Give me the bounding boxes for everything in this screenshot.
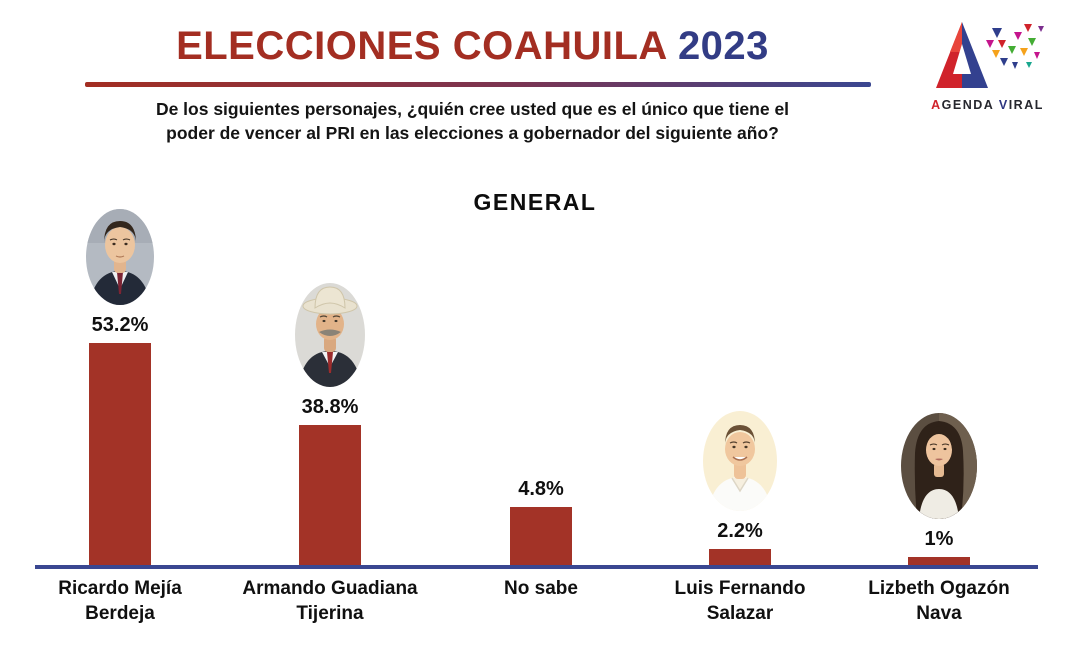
wordmark-genda: GENDA <box>941 98 994 112</box>
bar-ricardo-mejia <box>89 343 151 565</box>
category-label-luis-fernando: Luis Fernando Salazar <box>674 578 806 624</box>
chart-column-no-sabe: 4.8% <box>436 469 646 565</box>
category-label-no-sabe: No sabe <box>504 578 578 599</box>
candidate-photo-lizbeth-ogazon-nava <box>901 413 977 519</box>
survey-question: De los siguientes personajes, ¿quién cre… <box>0 97 945 145</box>
value-label: 53.2% <box>91 314 149 336</box>
value-label: 1% <box>924 528 954 550</box>
chart-column-lizbeth-ogazon: 1% <box>834 413 1044 565</box>
agenda-viral-logo: AGENDA VIRAL <box>925 18 1050 112</box>
chart-column-ricardo-mejia: 53.2% <box>15 209 225 565</box>
category-label-ricardo-mejia: Ricardo Mejía Berdeja <box>58 578 182 624</box>
bar-armando-guadiana <box>299 425 361 565</box>
agenda-viral-monogram-icon <box>935 22 1044 88</box>
title-year: 2023 <box>677 24 769 68</box>
bar-luis-fernando <box>709 549 771 565</box>
chart-title: GENERAL <box>473 189 597 215</box>
page-title: ELECCIONES COAHUILA 2023 <box>0 24 945 69</box>
value-label: 4.8% <box>518 478 564 500</box>
chart-column-luis-fernando: 2.2% <box>635 411 845 565</box>
value-label: 2.2% <box>717 520 763 542</box>
wordmark-v: V <box>998 98 1009 112</box>
survey-question-line1: De los siguientes personajes, ¿quién cre… <box>155 99 790 119</box>
title-elecciones-coahuila: ELECCIONES COAHUILA <box>176 24 678 68</box>
title-divider-gradient <box>85 82 871 87</box>
candidate-photo-armando-guadiana-tijerina <box>295 283 365 387</box>
axis-baseline <box>35 565 1038 569</box>
candidate-photo-luis-fernando-salazar <box>703 411 777 511</box>
chart-column-armando-guadiana: 38.8% <box>225 283 435 565</box>
category-label-armando-guadiana: Armando Guadiana Tijerina <box>242 578 418 624</box>
value-label: 38.8% <box>301 396 359 418</box>
wordmark-iral: IRAL <box>1008 98 1044 112</box>
category-label-lizbeth-ogazon: Lizbeth Ogazón Nava <box>868 578 1010 624</box>
wordmark-a: A <box>931 98 942 112</box>
survey-question-line2: poder de vencer al PRI en las elecciones… <box>166 123 779 144</box>
bar-no-sabe <box>510 507 572 565</box>
candidate-photo-ricardo-mejia-berdeja <box>86 209 154 305</box>
bar-lizbeth-ogazon <box>908 557 970 565</box>
agenda-viral-wordmark: AGENDA VIRAL <box>925 98 1050 112</box>
